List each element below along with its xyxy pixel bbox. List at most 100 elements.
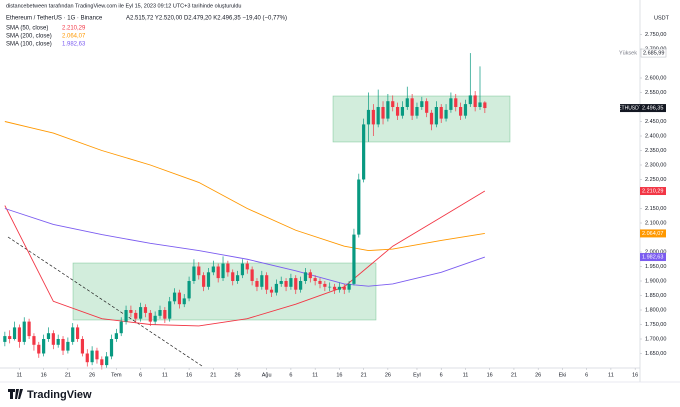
candle-body <box>318 281 322 284</box>
candle-body <box>17 327 21 342</box>
x-tick-label: 11 <box>463 372 469 378</box>
candle-body <box>303 272 308 281</box>
candle-body <box>269 289 274 293</box>
candle-body <box>90 350 94 363</box>
x-tick-label: 6 <box>139 372 142 378</box>
symbol-title: Ethereum / TetherUS · 1G · Binance <box>6 16 103 22</box>
legend-name: SMA (100, close) <box>6 42 52 48</box>
candle-body <box>56 339 60 345</box>
sma-line <box>4 121 485 252</box>
sma-line <box>4 208 485 287</box>
candle-body <box>420 101 424 107</box>
candle-body <box>395 107 400 116</box>
candle-body <box>284 281 288 287</box>
candle-body <box>80 339 85 354</box>
candle-body <box>51 333 55 345</box>
candle-body <box>386 101 390 119</box>
x-tick-label: 11 <box>17 372 23 378</box>
candle-body <box>216 266 220 279</box>
candle-body <box>260 275 264 287</box>
candle-body <box>289 278 293 287</box>
candle-body <box>119 321 123 334</box>
x-tick-label: 26 <box>235 372 241 378</box>
candle-body <box>211 266 215 273</box>
candle-body <box>308 272 312 279</box>
candle-body <box>483 102 487 109</box>
candle-body <box>313 278 317 281</box>
y-tick-label: 1.900,00 <box>645 278 666 284</box>
candle-body <box>459 107 463 116</box>
candle-body <box>109 339 114 357</box>
candle-body <box>473 95 477 107</box>
x-tick-label: 16 <box>336 372 342 378</box>
high-value: 2.685,99 <box>643 51 664 57</box>
y-tick-label: 1.700,00 <box>645 336 666 342</box>
candle-body <box>299 281 303 290</box>
brand-logo: TradingView <box>8 389 92 401</box>
candle-body <box>124 310 128 322</box>
y-tick-label: 2.400,00 <box>645 133 666 139</box>
candle-body <box>202 275 206 287</box>
candle-body <box>197 266 201 276</box>
price-tag-label: 2.064,07 <box>642 231 663 237</box>
candle-body <box>148 312 152 322</box>
y-tick-label: 1.800,00 <box>645 307 666 313</box>
candle-body <box>439 107 443 119</box>
y-tick-label: 1.850,00 <box>645 293 666 299</box>
candle-body <box>37 344 41 354</box>
symbol-tag-label: ETHUSDT <box>618 105 642 111</box>
candle-body <box>400 107 405 116</box>
candle-body <box>42 339 46 354</box>
candle-body <box>139 307 143 319</box>
candle-body <box>158 310 162 316</box>
candle-body <box>182 298 186 305</box>
logo-mark <box>8 389 23 399</box>
price-tag <box>640 253 666 262</box>
x-tick-label: 26 <box>535 372 541 378</box>
y-tick-label: 2.250,00 <box>645 177 666 183</box>
candle-body <box>95 350 99 360</box>
candle-body <box>75 327 80 339</box>
candle-body <box>187 281 191 299</box>
candle-body <box>61 339 65 351</box>
candle-body <box>410 98 414 116</box>
y-tick-label: 2.600,00 <box>645 75 666 81</box>
candle-body <box>415 107 419 116</box>
candle-body <box>371 109 375 125</box>
x-tick-label: Tem <box>111 372 122 378</box>
x-tick-label: 16 <box>632 372 638 378</box>
candle-body <box>8 336 12 339</box>
candle-body <box>294 278 298 290</box>
candle-body <box>357 179 361 235</box>
legend-value: 2.064,07 <box>62 34 86 40</box>
candle-body <box>347 283 351 290</box>
candle-body <box>265 275 269 290</box>
x-tick-label: 11 <box>608 372 614 378</box>
candle-body <box>100 359 104 366</box>
price-tag-label: 2.210,29 <box>642 188 663 194</box>
candle-body <box>46 333 51 339</box>
candle-body <box>279 281 283 284</box>
legend-name: SMA (200, close) <box>6 34 52 40</box>
settings-icon[interactable] <box>658 385 674 401</box>
candle-body <box>153 315 157 322</box>
candle-body <box>376 107 380 125</box>
high-tag <box>640 48 667 58</box>
candle-body <box>66 341 70 351</box>
y-tick-label: 2.000,00 <box>645 249 666 255</box>
x-tick-label: Eki <box>559 372 567 378</box>
x-tick-label: 6 <box>440 372 443 378</box>
last-price-label: 2.496,35 <box>642 106 663 112</box>
sma-line <box>4 190 486 327</box>
x-tick-label: 26 <box>89 372 95 378</box>
last-price-tag <box>640 104 666 113</box>
candle-body <box>168 301 172 319</box>
candle-body <box>22 321 26 342</box>
x-tick-label: Eyl <box>413 372 421 378</box>
attribution: distancebetween tarafından TradingView.c… <box>6 3 241 9</box>
candle-body <box>32 336 36 345</box>
x-tick-label: 6 <box>289 372 292 378</box>
x-tick-label: Ağu <box>262 372 272 378</box>
x-tick-label: 11 <box>162 372 168 378</box>
y-tick-label: 2.350,00 <box>645 148 666 154</box>
